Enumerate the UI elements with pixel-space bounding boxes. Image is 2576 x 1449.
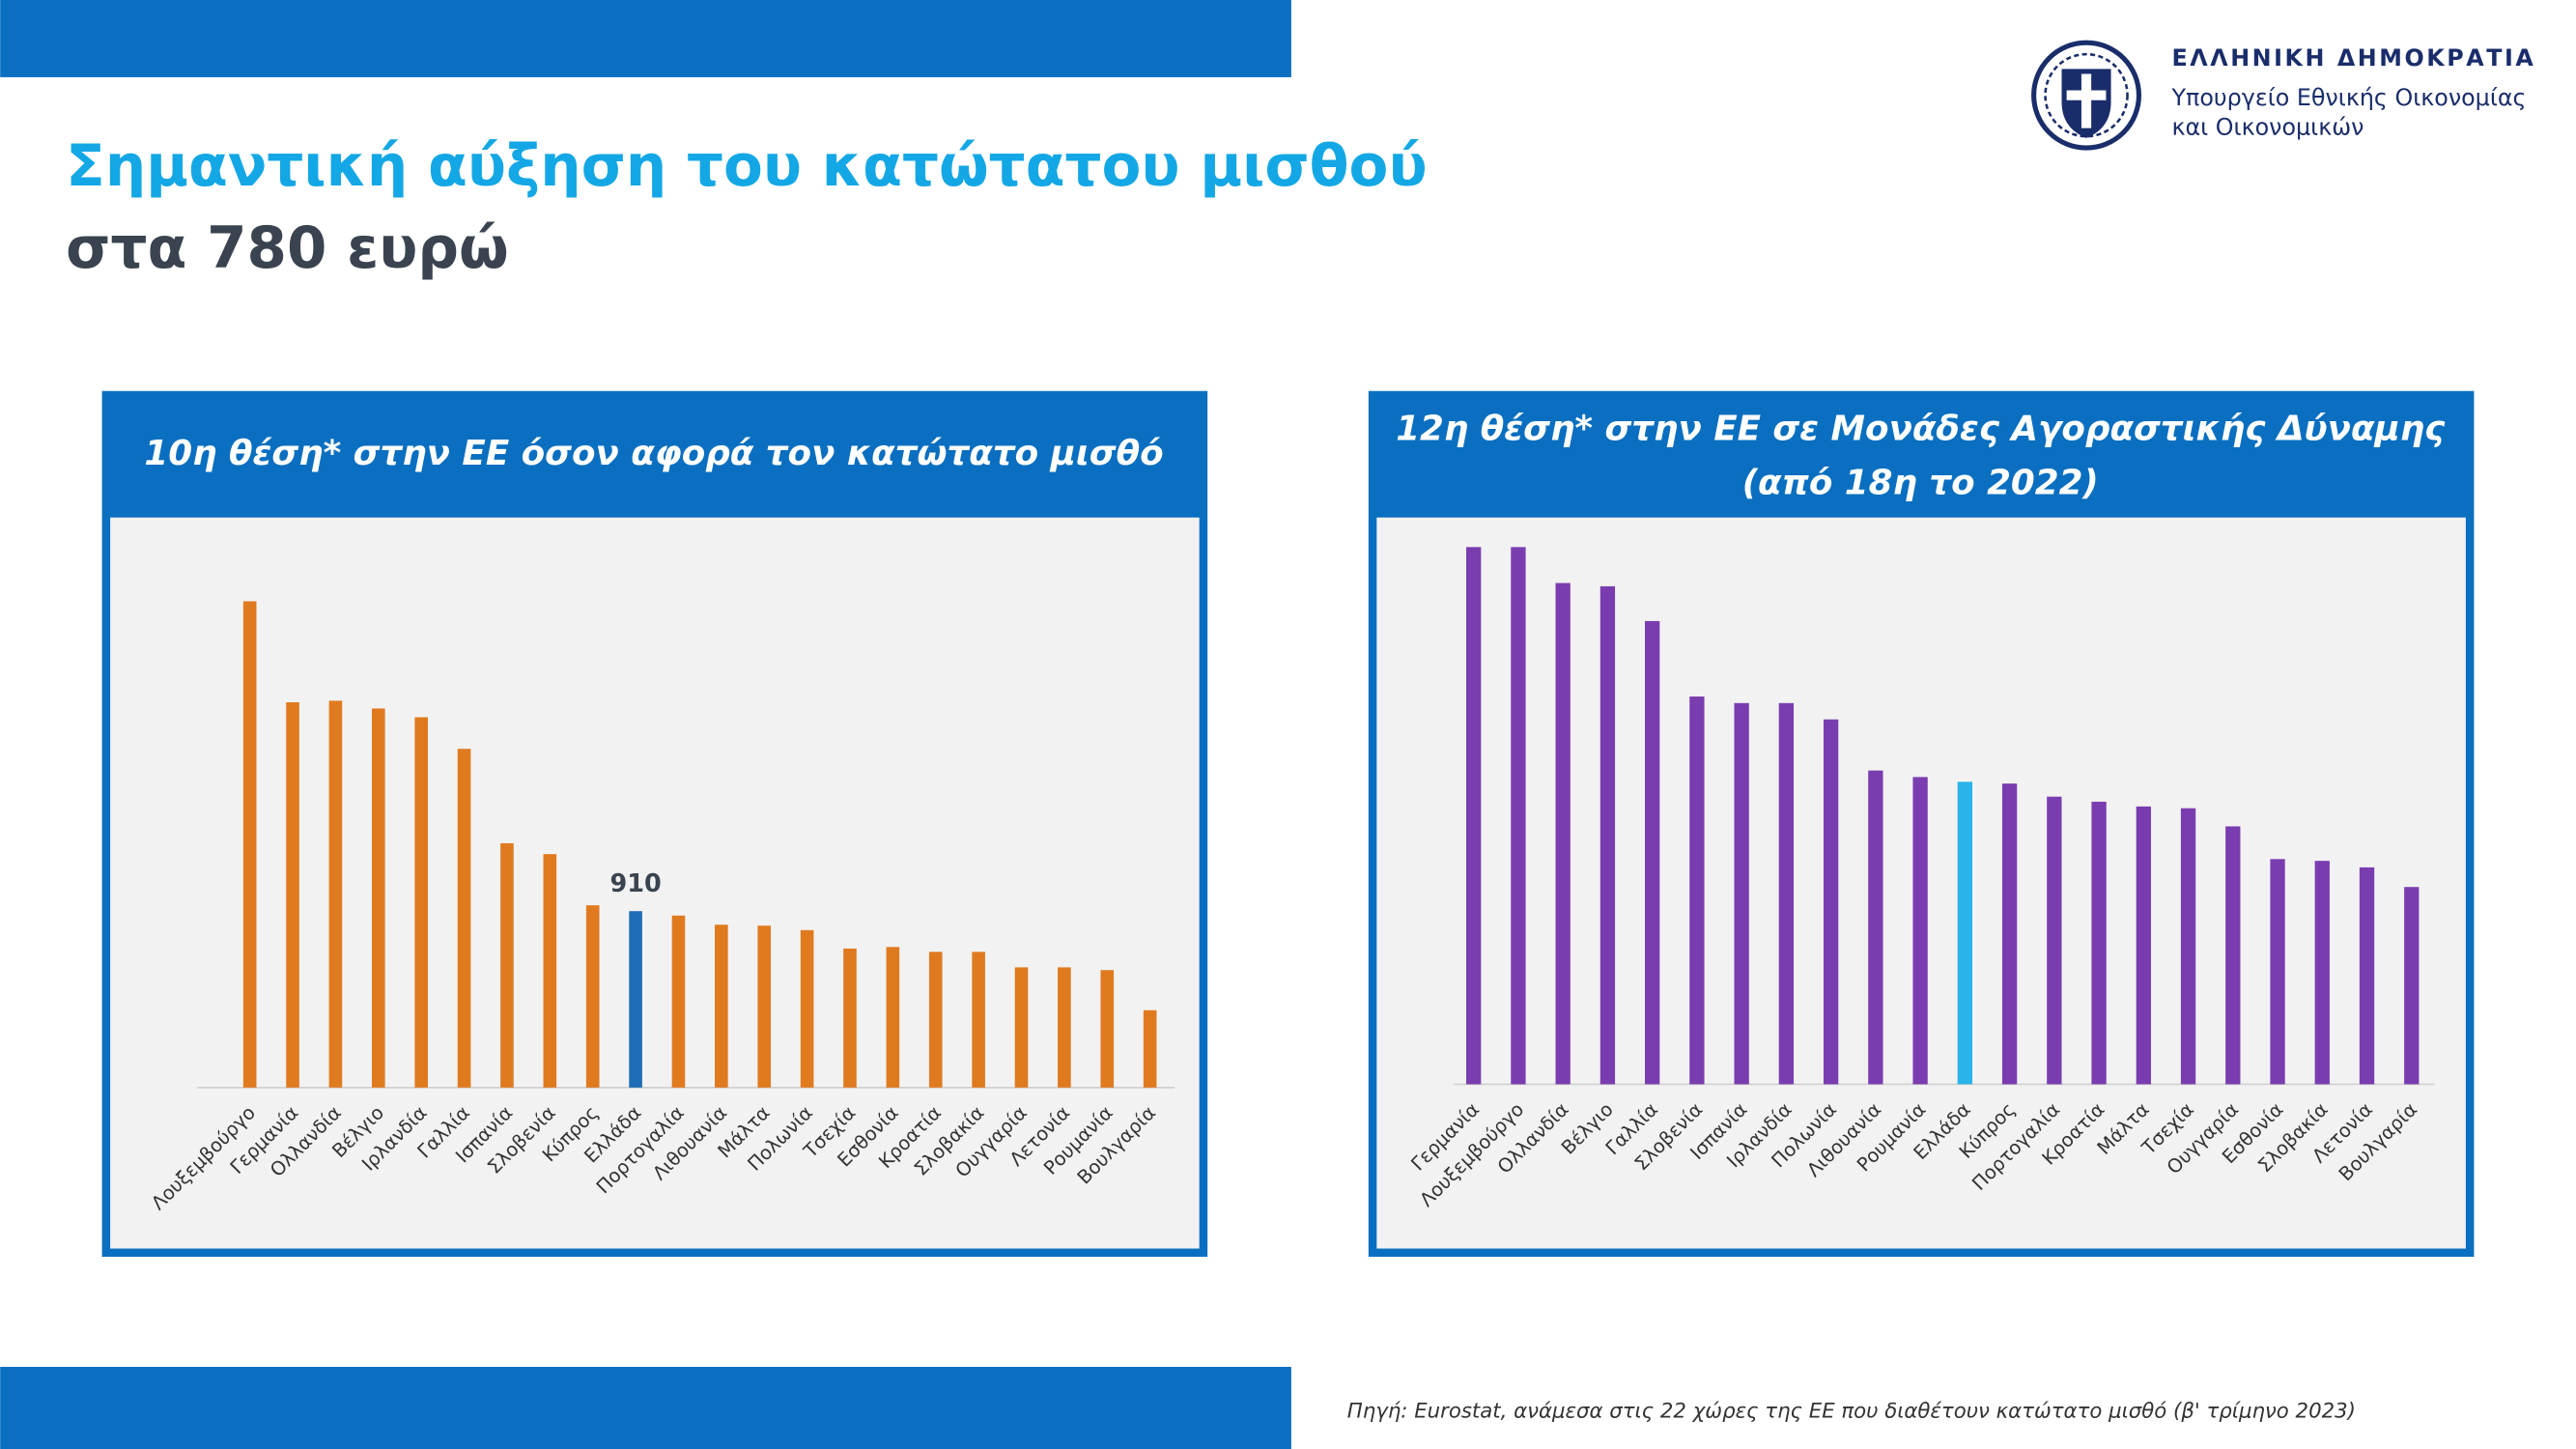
emblem-cross	[2066, 73, 2107, 128]
bar	[1912, 777, 1928, 1085]
bar	[1058, 967, 1071, 1088]
chart-title: (από 18η το 2022)	[1742, 464, 2099, 503]
bar	[1014, 967, 1029, 1088]
footnote: Πηγή: Eurostat, ανάμεσα στις 22 χώρες τη…	[1347, 1400, 2356, 1424]
bar	[1599, 585, 1616, 1085]
bar	[1868, 770, 1883, 1085]
bar	[1689, 696, 1705, 1085]
bar	[972, 952, 985, 1088]
bar	[328, 700, 343, 1088]
bar	[1957, 781, 1972, 1085]
bar	[1100, 970, 1115, 1088]
bar	[500, 842, 514, 1088]
bar	[2001, 783, 2018, 1085]
bar	[1511, 547, 1526, 1085]
bar	[2225, 826, 2241, 1085]
emblem	[2031, 40, 2142, 151]
chart-title: 10η θέση* στην ΕΕ όσον αφορά τον κατώτατ…	[144, 434, 1163, 473]
bar	[543, 854, 557, 1088]
bar	[928, 952, 943, 1088]
bar	[1823, 719, 1839, 1085]
bar	[1734, 702, 1749, 1085]
chart-panel: 10η θέση* στην ΕΕ όσον αφορά τον κατώτατ…	[101, 390, 1208, 1258]
data-label: 910	[609, 869, 661, 898]
emblem-leaves	[2044, 52, 2129, 138]
bar	[457, 749, 471, 1088]
bar	[800, 929, 814, 1088]
bar	[629, 911, 642, 1088]
bar	[2180, 808, 2196, 1085]
emblem-wreath	[2031, 40, 2142, 151]
chart-title: 12η θέση* στην ΕΕ σε Μονάδες Αγοραστικής…	[1396, 410, 2446, 449]
bar	[2314, 861, 2330, 1085]
bar	[1778, 702, 1795, 1085]
bar	[1143, 1009, 1157, 1088]
bar	[2270, 859, 2285, 1085]
bar	[757, 925, 772, 1088]
bar	[585, 905, 600, 1088]
bottom-band	[0, 1366, 1291, 1449]
bar	[2047, 796, 2062, 1085]
bar	[715, 924, 728, 1088]
bar	[286, 702, 299, 1088]
bar	[2091, 801, 2107, 1085]
bar	[1644, 620, 1660, 1085]
top-band	[0, 0, 1291, 77]
title-line1: Σημαντική αύξηση του κατώτατου μισθού	[66, 133, 1427, 200]
bar	[2136, 806, 2151, 1085]
bar	[2404, 887, 2420, 1085]
logo-line3: και Οικονομικών	[2171, 113, 2364, 140]
bar	[414, 717, 428, 1088]
chart-panel: 12η θέση* στην ΕΕ σε Μονάδες Αγοραστικής…	[1368, 390, 2475, 1258]
bar	[242, 601, 257, 1088]
bar	[372, 708, 385, 1088]
title-line2: στα 780 ευρώ	[66, 215, 509, 282]
bar	[886, 947, 900, 1088]
logo-line2: Υπουργείο Εθνικής Οικονομίας	[2170, 84, 2526, 111]
bar	[671, 915, 686, 1088]
bar	[2359, 867, 2375, 1085]
bar	[1555, 582, 1571, 1085]
bar	[1466, 547, 1482, 1085]
logo-line1: ΕΛΛΗΝΙΚΗ ΔΗΜΟΚΡΑΤΙΑ	[2171, 44, 2535, 71]
bar	[843, 948, 857, 1088]
